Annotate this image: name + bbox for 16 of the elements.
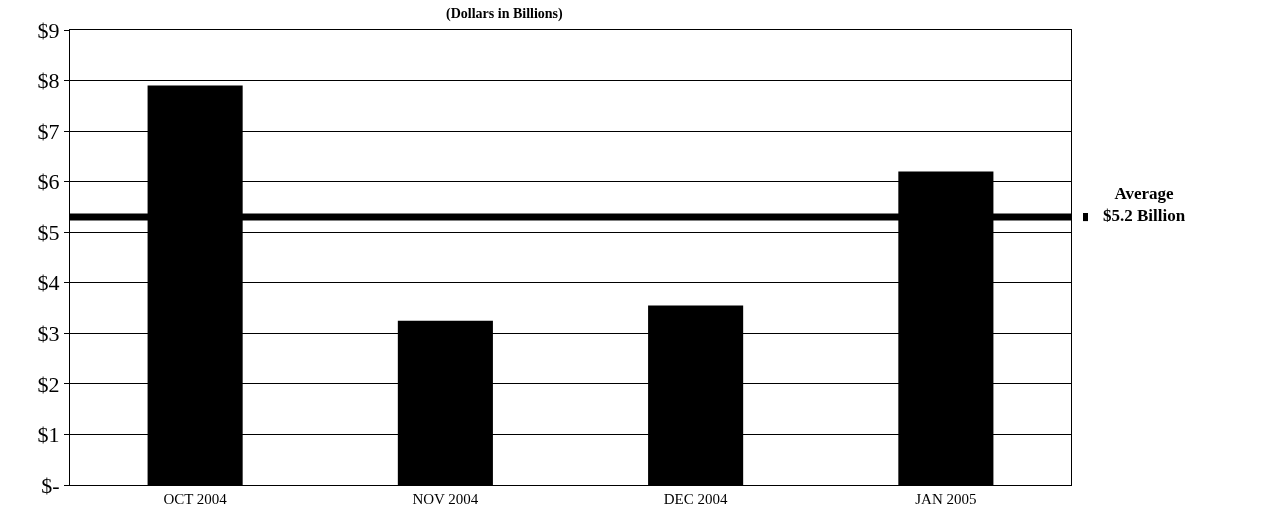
y-tick-label: $5 (37, 219, 60, 245)
y-tick-label: $- (41, 472, 60, 498)
y-tick-label: $9 (37, 17, 60, 43)
x-tick-label: DEC 2004 (663, 491, 729, 507)
x-tick-label: JAN 2005 (915, 491, 977, 507)
x-tick-label: NOV 2004 (412, 491, 479, 507)
y-tick-label: $8 (37, 68, 60, 94)
chart-title: (Dollars in Billions) (446, 5, 564, 22)
ref-line-label: Average $5.2 Billion (1103, 184, 1186, 226)
y-tick-label: $4 (37, 270, 60, 296)
y-tick-label: $7 (37, 118, 60, 144)
x-tick-label: OCT 2004 (163, 491, 228, 507)
y-tick-label: $2 (37, 371, 60, 397)
y-tick-label: $6 (37, 169, 60, 195)
y-tick-label: $1 (37, 422, 60, 448)
y-tick-label: $3 (37, 321, 60, 347)
